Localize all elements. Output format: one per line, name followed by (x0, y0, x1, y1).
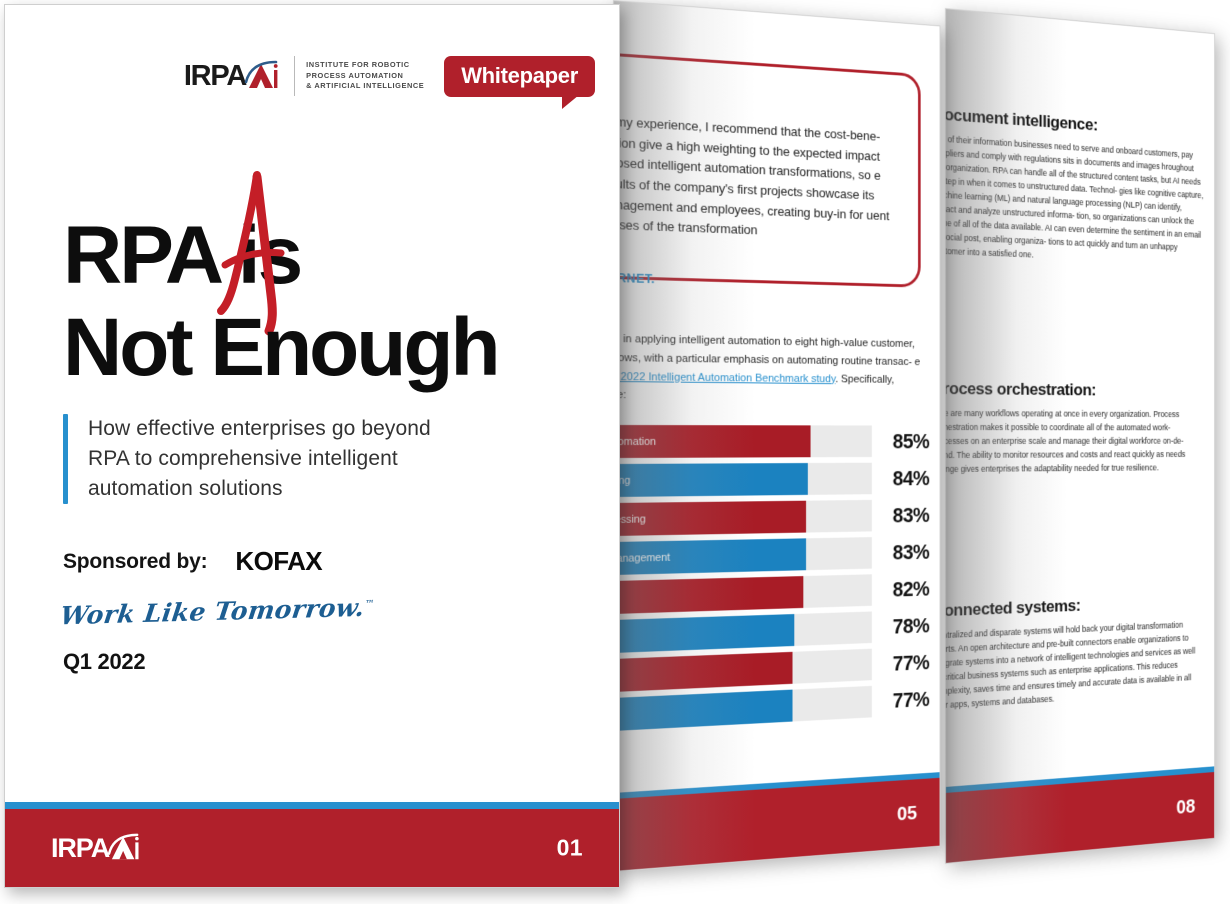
bar-fill: ion (613, 576, 804, 615)
bar-value-label: 77% (892, 686, 930, 712)
irpa-wordmark: IRPA (183, 59, 248, 92)
bar-track: g (613, 685, 872, 733)
bar-track: ity management (613, 537, 872, 576)
page-number: 08 (1176, 795, 1196, 819)
bar-row: ity management 83% (613, 536, 933, 576)
section-document-intelligence: Document intelligence: uch of their info… (945, 104, 1204, 269)
bar-fill: g (613, 689, 793, 733)
bar-track: cessing (613, 462, 872, 498)
page-number: 05 (896, 801, 918, 826)
document-cover-page-01[interactable]: IRPA INSTITUTE FOR ROBOTIC PROCESS AUTOM… (4, 4, 620, 888)
bar-value-label: 83% (892, 502, 930, 527)
bar-row: e automation 85% (613, 424, 933, 459)
document-page-05[interactable]: on my experience, I recommend that the c… (613, 0, 941, 872)
kofax-tagline: Work Like Tomorrow.™ (58, 592, 375, 631)
bar-value-label: 82% (892, 576, 930, 601)
section-body: here are many workflows operating at onc… (945, 407, 1186, 474)
cover-footer-bar: IRPA 01 (5, 809, 619, 887)
title-line-2: Not Enough (63, 301, 501, 393)
bar-value-label: 83% (892, 539, 930, 564)
bar-row: cessing 84% (613, 462, 933, 498)
subtitle-text: How effective enterprises go beyond RPA … (88, 417, 431, 501)
bar-row: ion 82% (613, 573, 933, 615)
sponsor-row: Sponsored by: KOFAX (63, 546, 323, 577)
bar-fill: ity management (613, 538, 806, 576)
bar-value-label: 77% (892, 649, 930, 675)
tagline-line-2: PROCESS AUTOMATION (306, 70, 404, 80)
footer-irpa-ai-logo: IRPA (51, 833, 144, 863)
footer-swoosh-icon (106, 833, 144, 863)
bar-value-label: 85% (892, 428, 930, 453)
bar-fill (613, 651, 793, 694)
benchmark-bar-chart: e automation85%cessing84%processing83%it… (613, 424, 933, 739)
document-page-08[interactable]: Document intelligence: uch of their info… (945, 8, 1215, 864)
bar-row: g 77% (613, 683, 933, 733)
page-number: 01 (556, 834, 583, 861)
bar-value-label: 78% (892, 612, 930, 638)
bar-fill: cessing (613, 463, 809, 498)
bar-track (613, 648, 872, 694)
badge-tail-icon (562, 94, 579, 109)
page-title: RPA is Not Enough (63, 171, 583, 393)
cover-subtitle: How effective enterprises go beyond RPA … (63, 414, 460, 505)
bar-row: processing 83% (613, 499, 933, 537)
bar-value-label: 84% (892, 465, 930, 490)
section-heading: Connected systems: (945, 596, 1081, 621)
pull-quote-text: on my experience, I recommend that the c… (613, 113, 890, 238)
bar-track: e automation (613, 424, 872, 459)
kofax-logo: KOFAX (235, 546, 322, 576)
benchmark-study-link[interactable]: Kofax 2022 Intelligent Automation Benchm… (613, 369, 836, 385)
subtitle-accent-bar (63, 414, 68, 505)
section-body: Centralized and disparate systems will h… (945, 619, 1196, 711)
whitepaper-badge: Whitepaper (444, 55, 595, 109)
section-connected-systems: Connected systems: Centralized and dispa… (945, 592, 1204, 714)
cover-header: IRPA INSTITUTE FOR ROBOTIC PROCESS AUTOM… (5, 47, 619, 109)
section-body: uch of their information businesses need… (945, 133, 1204, 260)
section-heading: Process orchestration: (945, 378, 1097, 400)
bar-fill: e automation (613, 424, 811, 459)
trademark-symbol: ™ (364, 599, 375, 610)
tagline-line-3: & ARTIFICIAL INTELLIGENCE (306, 81, 425, 91)
irpa-swoosh-icon (243, 60, 283, 92)
whitepaper-badge-label: Whitepaper (461, 62, 578, 88)
irpa-ai-logo: IRPA INSTITUTE FOR ROBOTIC PROCESS AUTOM… (184, 56, 424, 96)
bar-track: ion (613, 574, 872, 615)
bar-track (613, 611, 872, 655)
pull-quote-box: on my experience, I recommend that the c… (613, 50, 921, 288)
bar-fill: processing (613, 500, 806, 537)
footer-blue-stripe (5, 802, 619, 809)
bar-fill (613, 614, 795, 655)
page-body-text: rested in applying intelligent automatio… (613, 330, 922, 407)
title-line-1: RPA is (63, 210, 303, 301)
body-text-before-link: rested in applying intelligent automatio… (613, 331, 921, 368)
section-process-orchestration: Process orchestration: here are many wor… (945, 379, 1204, 477)
bar-category-label: ity management (613, 551, 671, 565)
tagline-line-1: INSTITUTE FOR ROBOTIC (306, 60, 410, 70)
publication-date: Q1 2022 (63, 649, 146, 674)
irpa-tagline: INSTITUTE FOR ROBOTIC PROCESS AUTOMATION… (306, 60, 424, 92)
logo-divider (294, 56, 296, 96)
bar-track: processing (613, 499, 872, 537)
footer-wordmark: IRPA (51, 832, 110, 863)
sponsor-label: Sponsored by: (63, 549, 208, 573)
kofax-tagline-text: Work Like Tomorrow. (58, 592, 367, 631)
